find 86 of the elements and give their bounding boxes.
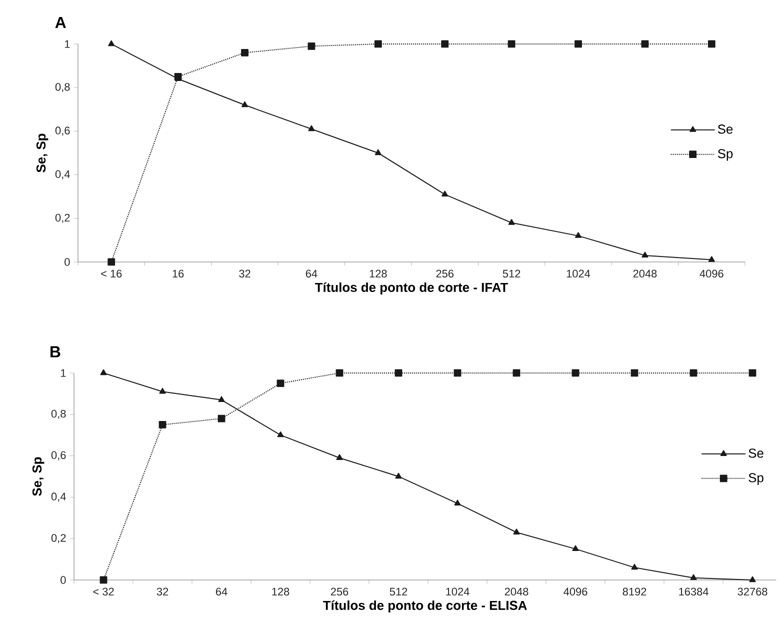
y-tick-label: 0,2 <box>51 534 66 544</box>
point <box>574 232 582 238</box>
y-tick-label: 0,2 <box>55 214 70 223</box>
x-tick-label: 128 <box>370 270 387 278</box>
legend-label: Se <box>718 124 733 134</box>
point <box>241 49 248 56</box>
point <box>308 42 316 50</box>
x-tick-label: 32 <box>239 270 250 278</box>
x-tick-label: < 32 <box>93 588 114 596</box>
x-tick-label: 1024 <box>566 270 590 278</box>
point <box>100 576 108 584</box>
point <box>276 380 284 388</box>
x-axis-title: Títulos de ponto de corte - ELISA <box>323 600 527 613</box>
y-tick-label: 0,8 <box>55 83 70 92</box>
y-tick-label: 1 <box>60 369 66 377</box>
x-tick-label: 1024 <box>446 588 470 596</box>
point <box>572 545 579 552</box>
point <box>642 252 648 258</box>
point <box>394 369 402 377</box>
chart-title: A <box>55 16 66 28</box>
y-tick-label: 0 <box>60 576 66 584</box>
point <box>513 528 520 534</box>
legend-label: Sp <box>748 473 764 485</box>
point <box>374 40 382 48</box>
point <box>277 431 284 438</box>
y-tick-label: 0,6 <box>51 451 66 460</box>
point <box>158 421 166 428</box>
y-tick-label: 1 <box>64 40 70 48</box>
x-tick-label: 512 <box>390 588 408 596</box>
point <box>574 40 582 48</box>
point <box>454 369 462 377</box>
y-tick-label: 0,4 <box>55 170 70 180</box>
legend-label: Se <box>748 448 764 458</box>
point <box>441 40 449 48</box>
x-axis-title: Títulos de ponto de corte - IFAT <box>314 282 508 295</box>
point <box>108 258 116 266</box>
legend-label: Sp <box>718 149 733 161</box>
point <box>641 40 649 48</box>
x-tick-label: 32768 <box>738 588 768 596</box>
point <box>708 40 716 48</box>
x-tick-label: 2048 <box>504 588 528 596</box>
point <box>159 388 166 394</box>
point <box>241 101 248 108</box>
y-tick-label: 0,4 <box>51 492 66 502</box>
point <box>690 369 698 377</box>
y-axis-title: Se, Sp <box>36 134 48 172</box>
point <box>572 369 580 377</box>
x-tick-label: 32 <box>156 588 168 596</box>
point <box>374 149 382 156</box>
point <box>512 369 520 377</box>
x-tick-label: 4096 <box>700 270 724 278</box>
x-tick-label: 64 <box>216 588 228 596</box>
point <box>308 125 315 132</box>
point <box>690 574 697 580</box>
point <box>218 396 225 402</box>
x-tick-label: 128 <box>272 588 290 596</box>
x-tick-label: 256 <box>436 270 454 278</box>
point <box>508 219 515 225</box>
point <box>218 414 226 422</box>
point <box>630 369 638 377</box>
x-tick-label: 256 <box>330 588 348 596</box>
point <box>100 369 107 376</box>
y-tick-label: 0,6 <box>55 126 70 136</box>
y-tick-label: 0 <box>64 258 70 266</box>
x-tick-label: 8192 <box>622 588 646 596</box>
point <box>442 190 448 196</box>
x-tick-label: 4096 <box>564 588 588 596</box>
y-tick-label: 0,8 <box>51 410 66 419</box>
point <box>508 40 516 48</box>
point <box>748 369 756 377</box>
chart-title: B <box>50 346 60 358</box>
point <box>749 576 756 582</box>
point <box>336 369 344 377</box>
x-tick-label: 512 <box>502 270 520 278</box>
point <box>108 40 115 46</box>
x-tick-label: 16 <box>172 270 184 278</box>
x-tick-label: 16384 <box>679 588 708 596</box>
x-tick-label: 2048 <box>633 270 657 278</box>
point <box>708 256 715 262</box>
point <box>336 454 343 460</box>
point <box>631 564 638 570</box>
x-tick-label: < 16 <box>101 270 122 278</box>
point <box>454 500 461 506</box>
y-axis-title: Se, Sp <box>32 457 44 496</box>
point <box>395 472 402 479</box>
x-tick-label: 64 <box>306 270 318 278</box>
